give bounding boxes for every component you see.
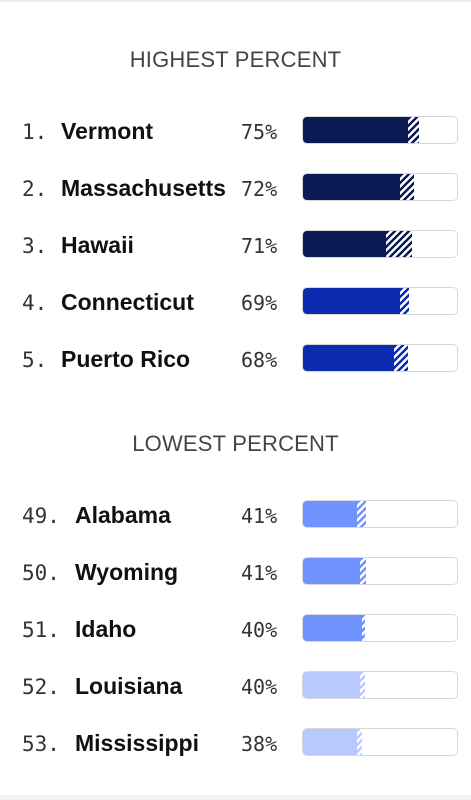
bar-track: [302, 116, 458, 144]
bar-hatched-range: [360, 672, 365, 698]
percent-label: 71%: [241, 234, 278, 258]
percent-label: 38%: [241, 732, 278, 756]
state-name: Louisiana: [75, 673, 183, 699]
bar-track: [302, 728, 458, 756]
bar-fill: [303, 501, 357, 527]
percent-label: 75%: [241, 120, 278, 144]
state-name: Vermont: [61, 118, 154, 144]
bar-hatched-range: [357, 501, 366, 527]
state-name: Idaho: [75, 616, 137, 642]
percent-label: 40%: [241, 675, 278, 699]
ranking-row: 4. Connecticut 69%: [0, 283, 471, 323]
bar-hatched-range: [386, 231, 412, 257]
rank-number: 52.: [22, 675, 60, 699]
bar-track: [302, 614, 458, 642]
bar-fill: [303, 117, 408, 143]
ranking-row: 49. Alabama 41%: [0, 496, 471, 536]
bar-fill: [303, 615, 362, 641]
rank-number: 51.: [22, 618, 60, 642]
bar-hatched-range: [394, 345, 408, 371]
rank-number: 4.: [22, 291, 48, 315]
bar-hatched-range: [408, 117, 419, 143]
ranking-row: 53. Mississippi 38%: [0, 724, 471, 764]
bar-fill: [303, 174, 400, 200]
state-name: Massachusetts: [61, 175, 226, 201]
state-name: Puerto Rico: [61, 346, 191, 372]
bar-hatched-range: [357, 729, 362, 755]
bar-fill: [303, 558, 360, 584]
rank-number: 53.: [22, 732, 60, 756]
bar-fill: [303, 672, 360, 698]
rank-number: 5.: [22, 348, 48, 372]
state-name: Alabama: [75, 502, 171, 528]
rank-number: 1.: [22, 120, 48, 144]
top-divider: [0, 0, 471, 2]
rank-number: 50.: [22, 561, 60, 585]
percent-label: 69%: [241, 291, 278, 315]
ranking-row: 5. Puerto Rico 68%: [0, 340, 471, 380]
bar-track: [302, 500, 458, 528]
state-name: Wyoming: [75, 559, 179, 585]
ranking-row: 1. Vermont 75%: [0, 112, 471, 152]
bar-hatched-range: [362, 615, 365, 641]
state-name: Connecticut: [61, 289, 194, 315]
percent-label: 40%: [241, 618, 278, 642]
bar-fill: [303, 231, 386, 257]
percent-label: 68%: [241, 348, 278, 372]
bar-fill: [303, 729, 357, 755]
percent-label: 72%: [241, 177, 278, 201]
state-name: Mississippi: [75, 730, 199, 756]
bar-fill: [303, 288, 400, 314]
section-title-lowest: LOWEST PERCENT: [132, 431, 339, 456]
bar-track: [302, 671, 458, 699]
bar-track: [302, 230, 458, 258]
bar-track: [302, 287, 458, 315]
bar-fill: [303, 345, 394, 371]
bar-track: [302, 173, 458, 201]
ranking-row: 52. Louisiana 40%: [0, 667, 471, 707]
bottom-divider: [0, 795, 471, 800]
ranking-row: 3. Hawaii 71%: [0, 226, 471, 266]
bar-track: [302, 344, 458, 372]
section-title-highest: HIGHEST PERCENT: [129, 47, 342, 72]
rank-number: 49.: [22, 504, 60, 528]
bar-hatched-range: [400, 288, 409, 314]
rank-number: 2.: [22, 177, 48, 201]
percent-label: 41%: [241, 504, 278, 528]
bar-track: [302, 557, 458, 585]
ranking-row: 51. Idaho 40%: [0, 610, 471, 650]
state-name: Hawaii: [61, 232, 134, 258]
ranking-row: 50. Wyoming 41%: [0, 553, 471, 593]
bar-hatched-range: [400, 174, 414, 200]
percent-label: 41%: [241, 561, 278, 585]
bar-hatched-range: [360, 558, 366, 584]
ranking-row: 2. Massachusetts 72%: [0, 169, 471, 209]
rank-number: 3.: [22, 234, 48, 258]
